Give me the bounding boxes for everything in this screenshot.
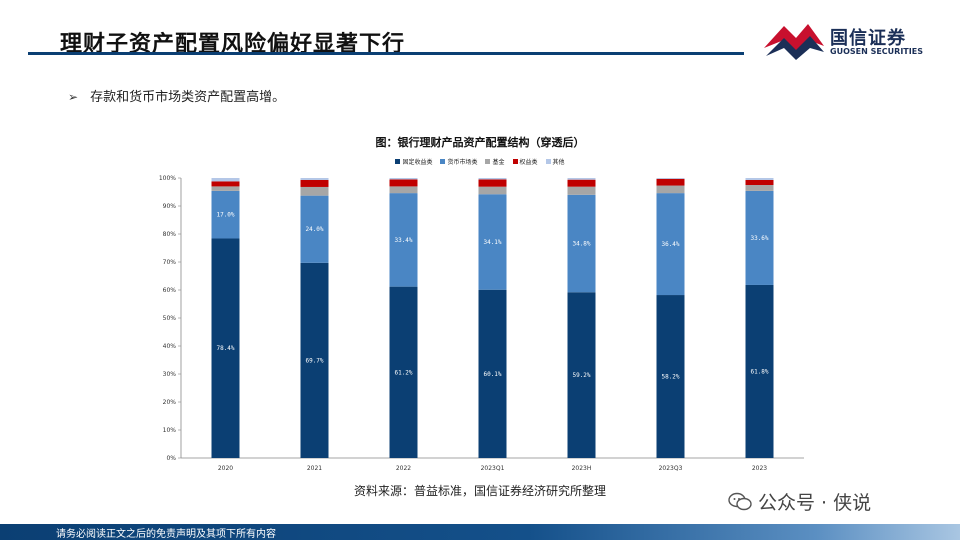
bar-segment-2023H-基金 [567,186,596,195]
x-tick-label: 2023Q3 [659,465,683,472]
bar-segment-2021-货币市场类 [300,195,329,263]
y-tick-label: 30% [163,371,177,378]
title-divider [28,52,744,55]
y-tick-label: 70% [163,259,177,266]
legend-label: 基金 [492,159,505,166]
data-label: 17.0% [216,212,234,219]
y-tick-label: 80% [163,231,177,238]
data-label: 69.7% [305,357,323,364]
bar-segment-2023Q1-基金 [478,186,507,195]
bar-segment-2023H-权益类 [567,179,596,187]
bar-segment-2023Q3-货币市场类 [656,193,685,296]
legend-label: 其他 [552,159,565,166]
bar-segment-2020-固定收益类 [211,238,240,458]
legend-label: 权益类 [519,159,538,166]
bar-segment-2022-固定收益类 [389,286,418,458]
legend-swatch [395,159,401,164]
logo-english-name: GUOSEN SECURITIES [830,47,923,56]
bar-segment-2023Q1-其他 [478,178,507,180]
bar-segment-2022-基金 [389,186,418,194]
legend-label: 货币市场类 [447,159,478,166]
bar-segment-2023-基金 [745,185,774,191]
bar-segment-2021-权益类 [300,179,329,187]
x-tick-label: 2023Q1 [481,465,505,472]
bar-segment-2020-基金 [211,186,240,191]
bar-segment-2023-权益类 [745,179,774,185]
source-note: 资料来源：普益标准，国信证券经济研究所整理 [353,484,606,498]
y-tick-label: 50% [163,315,177,322]
legend-item-other: 其他 [545,157,565,166]
bar-segment-2023-货币市场类 [745,190,774,285]
y-tick-label: 60% [163,287,177,294]
legend-label: 固定收益类 [402,159,433,166]
data-label: 58.2% [661,374,679,381]
x-tick-label: 2023H [572,465,592,472]
legend-swatch [485,159,491,164]
data-label: 60.1% [483,371,501,378]
footer-disclaimer: 请务必阅读正文之后的免责声明及其项下所有内容 [56,529,276,540]
watermark: 公众号 · 侠说 [728,488,871,515]
bar-segment-2023H-货币市场类 [567,194,596,293]
y-tick-label: 0% [166,455,176,462]
y-tick-label: 40% [163,343,177,350]
bar-segment-2023-其他 [745,178,774,180]
chat-bubble-icon [728,492,752,510]
data-label: 34.8% [572,241,590,248]
y-tick-label: 20% [163,399,177,406]
bar-segment-2023-固定收益类 [745,284,774,458]
watermark-text: 公众号 · 侠说 [758,492,872,514]
bar-segment-2023H-其他 [567,178,596,180]
bar-segment-2023Q1-固定收益类 [478,289,507,458]
data-label: 36.4% [661,241,679,248]
footer-bar: 请务必阅读正文之后的免责声明及其项下所有内容 [0,524,960,540]
data-label: 33.6% [750,235,768,242]
data-label: 59.2% [572,372,590,379]
bar-segment-2023H-固定收益类 [567,292,596,458]
y-tick-label: 90% [163,203,177,210]
legend-swatch [440,159,446,164]
data-label: 78.4% [216,345,234,352]
bar-segment-2023Q3-权益类 [656,178,685,186]
legend-swatch [512,159,518,164]
x-tick-label: 2021 [307,465,322,472]
bar-segment-2023Q3-固定收益类 [656,295,685,458]
x-tick-label: 2020 [218,465,233,472]
legend-item-equity: 权益类 [512,157,538,166]
bar-segment-2021-固定收益类 [300,262,329,458]
bullet-arrow-icon: ➢ [68,90,79,104]
bar-segment-2020-货币市场类 [211,190,240,239]
data-label: 61.8% [750,368,768,375]
chart-title: 图：银行理财产品资产配置结构（穿透后） [375,136,585,149]
bar-segment-2023Q3-其他 [656,178,685,179]
legend-item-fund: 基金 [485,157,505,166]
data-label: 33.4% [394,237,412,244]
logo-chinese-name: 国信证券 [830,28,906,49]
y-tick-label: 100% [159,175,176,182]
legend-swatch [545,159,551,164]
bar-segment-2023Q1-权益类 [478,179,507,187]
bar-segment-2022-权益类 [389,179,418,187]
x-tick-label: 2023 [752,465,767,472]
bar-segment-2023Q3-基金 [656,185,685,194]
bar-segment-2021-其他 [300,178,329,180]
bar-segment-2020-其他 [211,178,240,182]
bar-segment-2023Q1-货币市场类 [478,194,507,290]
data-label: 24.0% [305,226,323,233]
y-tick-label: 10% [163,427,177,434]
bullet-text: 存款和货币市场类资产配置高增。 [90,90,286,105]
logo-mark-icon [764,24,824,60]
legend-item-money-market: 货币市场类 [440,157,477,166]
data-label: 61.2% [394,369,412,376]
chart-legend: 固定收益类 货币市场类 基金 权益类 其他 [0,157,960,166]
x-tick-label: 2022 [396,465,411,472]
legend-item-fixed-income: 固定收益类 [395,157,432,166]
bar-segment-2020-权益类 [211,181,240,187]
bar-segment-2021-基金 [300,186,329,196]
bar-segment-2022-货币市场类 [389,193,418,287]
data-label: 34.1% [483,239,501,246]
bar-segment-2022-其他 [389,178,418,180]
company-logo: 国信证券 GUOSEN SECURITIES [762,18,952,62]
bullet-point: ➢ 存款和货币市场类资产配置高增。 [68,86,285,105]
